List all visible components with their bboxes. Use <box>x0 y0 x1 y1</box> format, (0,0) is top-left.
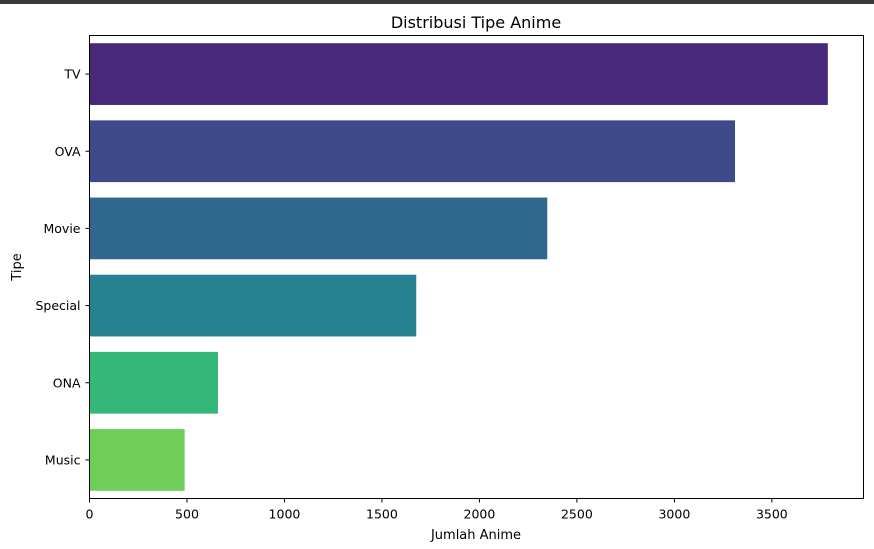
x-tick-label: 500 <box>175 507 199 522</box>
y-tick-label: ONA <box>53 375 81 390</box>
bar-ova <box>89 120 736 183</box>
y-tick-label: OVA <box>55 144 81 159</box>
bar-movie <box>89 197 548 260</box>
x-ticks-group: 0 500 1000 1500 2000 2500 3000 3500 <box>86 498 788 522</box>
bar-music <box>89 429 185 491</box>
bar-special <box>89 274 417 337</box>
y-ticks-group: TV OVA Movie Special ONA Music <box>35 67 90 467</box>
x-tick-label: 3000 <box>658 507 690 522</box>
x-tick-label: 3500 <box>756 507 788 522</box>
y-tick-label: Music <box>45 452 81 467</box>
y-axis-label: Tipe <box>10 253 25 281</box>
bar-tv <box>89 43 828 105</box>
x-tick-label: 1500 <box>366 507 398 522</box>
x-tick-label: 0 <box>86 507 94 522</box>
y-tick-label: Movie <box>44 221 81 236</box>
plot-frame <box>89 35 864 499</box>
bar-ona <box>89 351 218 414</box>
bars-group <box>89 43 828 491</box>
y-tick-label: Special <box>35 298 80 313</box>
notebook-top-strip <box>0 0 874 4</box>
x-tick-label: 1000 <box>269 507 301 522</box>
y-tick-label: TV <box>63 67 81 82</box>
chart-title: Distribusi Tipe Anime <box>391 13 561 32</box>
x-tick-label: 2000 <box>464 507 496 522</box>
x-tick-label: 2500 <box>561 507 593 522</box>
x-axis-label: Jumlah Anime <box>430 528 521 543</box>
